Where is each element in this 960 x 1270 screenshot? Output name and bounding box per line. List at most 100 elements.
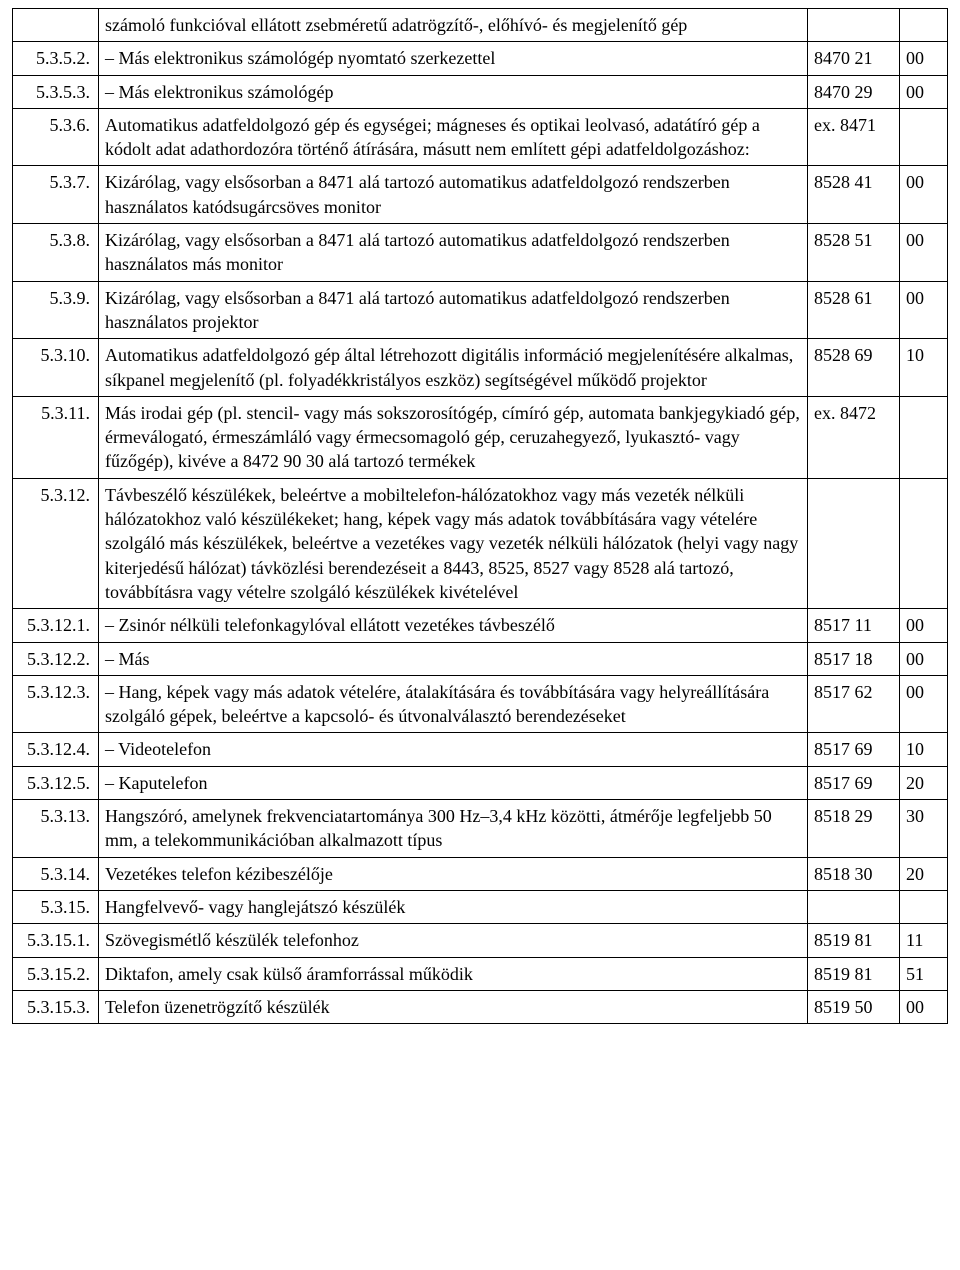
row-number: 5.3.9.	[13, 281, 99, 339]
row-number: 5.3.12.	[13, 478, 99, 608]
row-subcode: 00	[900, 609, 948, 642]
row-subcode: 00	[900, 42, 948, 75]
row-number	[13, 9, 99, 42]
row-description: Hangfelvevő- vagy hanglejátszó készülék	[99, 890, 808, 923]
row-number: 5.3.12.1.	[13, 609, 99, 642]
row-subcode: 00	[900, 990, 948, 1023]
table-row: 5.3.15.3.Telefon üzenetrögzítő készülék8…	[13, 990, 948, 1023]
row-description: számoló funkcióval ellátott zsebméretű a…	[99, 9, 808, 42]
row-number: 5.3.15.3.	[13, 990, 99, 1023]
table-row: 5.3.12.5.– Kaputelefon8517 6920	[13, 766, 948, 799]
row-code: ex. 8472	[808, 396, 900, 478]
table-row: 5.3.12.Távbeszélő készülékek, beleértve …	[13, 478, 948, 608]
table-row: 5.3.6.Automatikus adatfeldolgozó gép és …	[13, 108, 948, 166]
row-subcode	[900, 108, 948, 166]
row-subcode: 30	[900, 800, 948, 858]
row-description: Telefon üzenetrögzítő készülék	[99, 990, 808, 1023]
row-subcode: 00	[900, 642, 948, 675]
row-description: Automatikus adatfeldolgozó gép és egység…	[99, 108, 808, 166]
row-code: 8518 29	[808, 800, 900, 858]
row-description: – Más elektronikus számológép	[99, 75, 808, 108]
row-number: 5.3.6.	[13, 108, 99, 166]
tariff-table: számoló funkcióval ellátott zsebméretű a…	[12, 8, 948, 1024]
row-code	[808, 478, 900, 608]
row-number: 5.3.15.1.	[13, 924, 99, 957]
row-subcode: 20	[900, 857, 948, 890]
row-code	[808, 9, 900, 42]
table-row: 5.3.8.Kizárólag, vagy elsősorban a 8471 …	[13, 224, 948, 282]
row-description: Kizárólag, vagy elsősorban a 8471 alá ta…	[99, 166, 808, 224]
row-number: 5.3.5.2.	[13, 42, 99, 75]
table-row: 5.3.13.Hangszóró, amelynek frekvenciatar…	[13, 800, 948, 858]
row-subcode	[900, 890, 948, 923]
row-number: 5.3.8.	[13, 224, 99, 282]
table-row: 5.3.12.4.– Videotelefon8517 6910	[13, 733, 948, 766]
table-row: 5.3.15.Hangfelvevő- vagy hanglejátszó ké…	[13, 890, 948, 923]
row-subcode: 00	[900, 224, 948, 282]
row-description: Diktafon, amely csak külső áramforrással…	[99, 957, 808, 990]
row-description: – Kaputelefon	[99, 766, 808, 799]
table-row: 5.3.11.Más irodai gép (pl. stencil- vagy…	[13, 396, 948, 478]
table-row: 5.3.12.1.– Zsinór nélküli telefonkagylóv…	[13, 609, 948, 642]
row-description: Távbeszélő készülékek, beleértve a mobil…	[99, 478, 808, 608]
row-number: 5.3.10.	[13, 339, 99, 397]
row-code: 8528 51	[808, 224, 900, 282]
table-row: 5.3.15.2.Diktafon, amely csak külső áram…	[13, 957, 948, 990]
row-subcode: 11	[900, 924, 948, 957]
row-number: 5.3.12.4.	[13, 733, 99, 766]
row-description: – Hang, képek vagy más adatok vételére, …	[99, 675, 808, 733]
row-code: 8470 29	[808, 75, 900, 108]
row-subcode: 20	[900, 766, 948, 799]
row-subcode	[900, 396, 948, 478]
table-row: 5.3.5.2.– Más elektronikus számológép ny…	[13, 42, 948, 75]
row-subcode: 00	[900, 281, 948, 339]
row-description: Kizárólag, vagy elsősorban a 8471 alá ta…	[99, 224, 808, 282]
row-description: – Videotelefon	[99, 733, 808, 766]
row-description: – Zsinór nélküli telefonkagylóval elláto…	[99, 609, 808, 642]
row-code: 8517 11	[808, 609, 900, 642]
row-code: 8470 21	[808, 42, 900, 75]
row-subcode: 51	[900, 957, 948, 990]
row-code: 8519 50	[808, 990, 900, 1023]
row-subcode: 10	[900, 733, 948, 766]
row-number: 5.3.12.3.	[13, 675, 99, 733]
row-subcode: 00	[900, 75, 948, 108]
row-code: 8517 62	[808, 675, 900, 733]
table-row: 5.3.5.3.– Más elektronikus számológép847…	[13, 75, 948, 108]
row-number: 5.3.12.5.	[13, 766, 99, 799]
row-code: 8517 69	[808, 766, 900, 799]
row-subcode	[900, 478, 948, 608]
row-number: 5.3.13.	[13, 800, 99, 858]
row-code: 8528 69	[808, 339, 900, 397]
table-row: 5.3.14.Vezetékes telefon kézibeszélője85…	[13, 857, 948, 890]
row-code	[808, 890, 900, 923]
row-number: 5.3.11.	[13, 396, 99, 478]
row-code: 8528 41	[808, 166, 900, 224]
row-code: 8518 30	[808, 857, 900, 890]
table-row: számoló funkcióval ellátott zsebméretű a…	[13, 9, 948, 42]
row-description: Más irodai gép (pl. stencil- vagy más so…	[99, 396, 808, 478]
table-row: 5.3.12.2.– Más8517 1800	[13, 642, 948, 675]
row-number: 5.3.12.2.	[13, 642, 99, 675]
row-subcode	[900, 9, 948, 42]
table-row: 5.3.15.1.Szövegismétlő készülék telefonh…	[13, 924, 948, 957]
table-row: 5.3.10.Automatikus adatfeldolgozó gép ál…	[13, 339, 948, 397]
table-row: 5.3.12.3.– Hang, képek vagy más adatok v…	[13, 675, 948, 733]
row-number: 5.3.15.	[13, 890, 99, 923]
page: számoló funkcióval ellátott zsebméretű a…	[0, 0, 960, 1044]
table-row: 5.3.7.Kizárólag, vagy elsősorban a 8471 …	[13, 166, 948, 224]
row-code: 8517 18	[808, 642, 900, 675]
row-description: Hangszóró, amelynek frekvenciatartománya…	[99, 800, 808, 858]
row-subcode: 00	[900, 675, 948, 733]
row-code: ex. 8471	[808, 108, 900, 166]
row-code: 8519 81	[808, 957, 900, 990]
row-number: 5.3.5.3.	[13, 75, 99, 108]
table-row: 5.3.9.Kizárólag, vagy elsősorban a 8471 …	[13, 281, 948, 339]
row-code: 8517 69	[808, 733, 900, 766]
row-description: – Más elektronikus számológép nyomtató s…	[99, 42, 808, 75]
row-description: Szövegismétlő készülék telefonhoz	[99, 924, 808, 957]
row-description: – Más	[99, 642, 808, 675]
row-code: 8519 81	[808, 924, 900, 957]
row-code: 8528 61	[808, 281, 900, 339]
row-subcode: 10	[900, 339, 948, 397]
